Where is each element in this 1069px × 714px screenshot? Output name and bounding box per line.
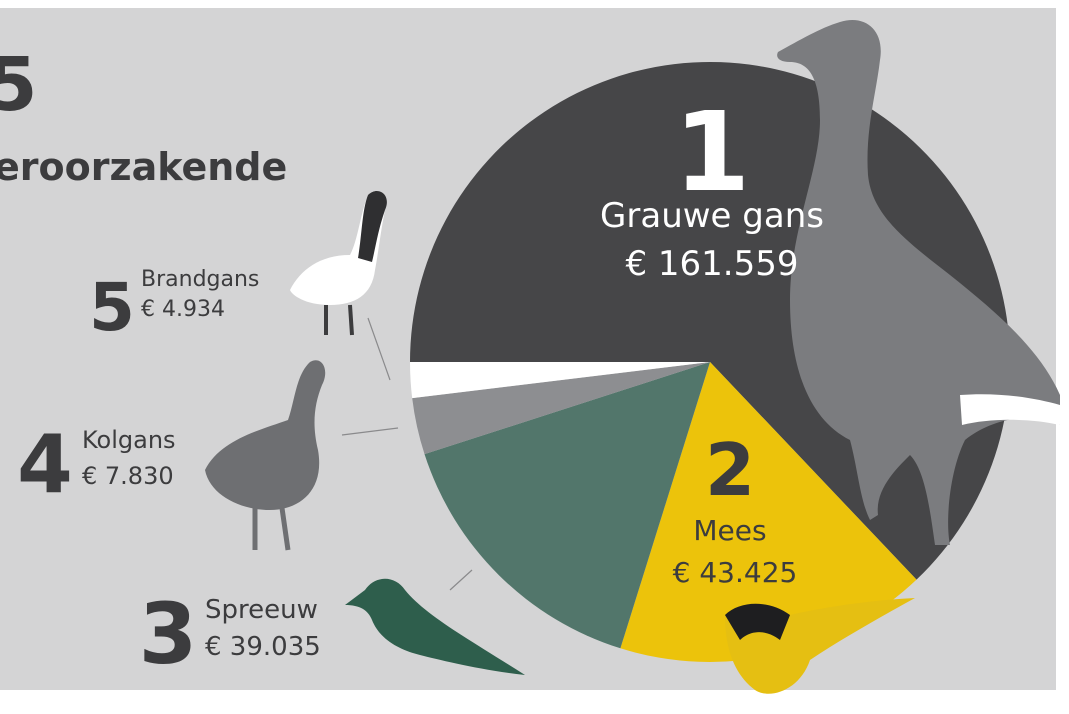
rank-label: 4 [17, 418, 73, 511]
chart: 5 eroorzakende 1Grauwe gans€ 161.5592Mee… [0, 0, 1069, 714]
category-label: Spreeuw [205, 595, 318, 625]
rank-label: 3 [139, 585, 197, 683]
rank-label: 2 [705, 428, 755, 512]
rank-label: 5 [89, 269, 135, 346]
category-label: Kolgans [82, 426, 176, 454]
chart-title: 5 [0, 42, 38, 128]
value-label: € 43.425 [673, 556, 798, 589]
category-label: Grauwe gans [600, 196, 824, 236]
value-label: € 4.934 [141, 297, 225, 322]
category-label: Mees [693, 514, 766, 547]
value-label: € 39.035 [205, 632, 321, 662]
page: {"chart_data": {"type": "pie", "title": … [0, 0, 1069, 714]
chart-subtitle: eroorzakende [0, 145, 287, 189]
category-label: Brandgans [141, 267, 259, 292]
value-label: € 161.559 [625, 244, 798, 284]
value-label: € 7.830 [82, 462, 174, 490]
